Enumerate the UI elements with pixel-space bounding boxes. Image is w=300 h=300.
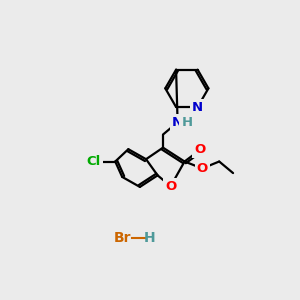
Text: O: O <box>194 143 206 157</box>
Text: Cl: Cl <box>87 155 101 168</box>
Text: N: N <box>192 100 203 113</box>
Text: O: O <box>196 162 208 175</box>
Text: N: N <box>172 116 183 129</box>
Text: H: H <box>144 231 156 245</box>
Text: Br: Br <box>114 231 132 245</box>
Text: H: H <box>181 116 192 129</box>
Text: O: O <box>165 180 176 193</box>
